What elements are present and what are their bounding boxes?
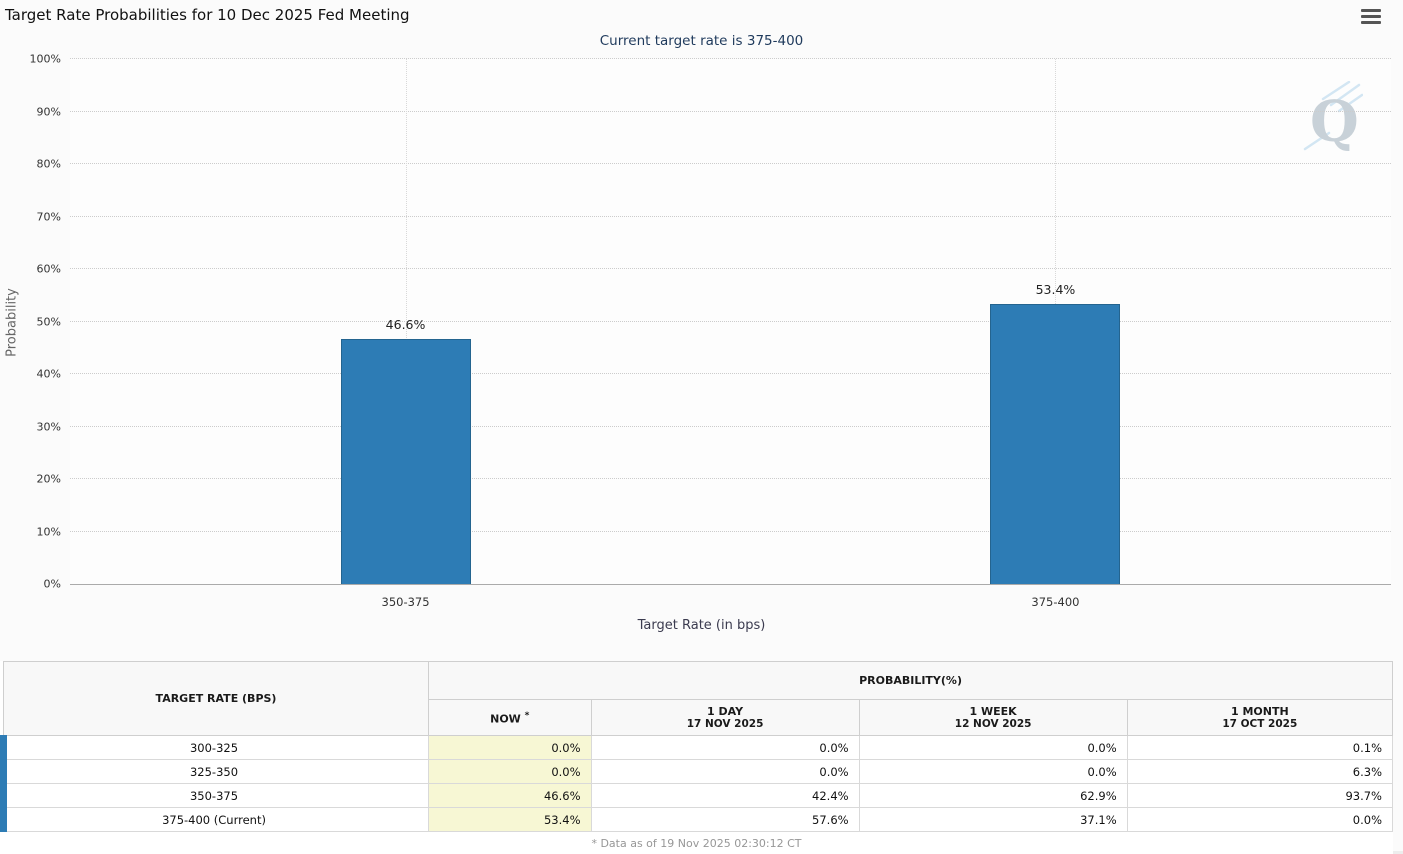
week1-value-cell: 37.1% [858, 807, 1128, 832]
now-value-cell: 0.0% [428, 759, 592, 784]
y-tick-label: 0% [43, 577, 61, 591]
rate-cell: 375-400 (Current) [0, 807, 430, 832]
probability-chart: Current target rate is 375-400 Probabili… [0, 30, 1403, 645]
day1-value-cell: 57.6% [590, 807, 860, 832]
y-tick-label: 100% [29, 52, 61, 66]
x-axis-title: Target Rate (in bps) [637, 618, 766, 633]
x-tick-label: 350-375 [381, 595, 430, 609]
month1-value-cell: 0.0% [1126, 807, 1394, 832]
y-tick-label: 80% [36, 157, 61, 171]
h-gridline [70, 320, 1391, 322]
y-tick-label: 30% [36, 420, 61, 433]
quikstrike-watermark-icon: Q [1301, 80, 1364, 155]
week1-value-cell: 0.0% [858, 735, 1128, 760]
menu-button[interactable] [1361, 9, 1381, 24]
x-tick-label: 375-400 [1031, 595, 1080, 609]
h-gridline [70, 163, 1391, 164]
bar-value-label: 53.4% [1035, 281, 1076, 297]
rate-cell: 300-325 [0, 735, 430, 760]
col-header-now: NOW * [428, 699, 592, 736]
col-header-probability: PROBABILITY(%) [428, 661, 1393, 700]
now-value-cell: 0.0% [428, 735, 592, 760]
page-title: Target Rate Probabilities for 10 Dec 202… [5, 6, 410, 24]
month1-value-cell: 93.7% [1126, 783, 1394, 808]
col-header-1week: 1 WEEK 12 NOV 2025 [858, 699, 1128, 736]
col-date: 17 OCT 2025 [1222, 718, 1298, 730]
day1-value-cell: 0.0% [590, 759, 860, 784]
col-label: 1 MONTH [1230, 705, 1289, 718]
y-tick-label: 10% [36, 525, 61, 538]
table-row: 375-400 (Current) 53.4% 57.6% 37.1% 0.0% [0, 807, 1394, 832]
month1-value-cell: 0.1% [1126, 735, 1394, 760]
v-gridline [405, 59, 407, 584]
col-date: 12 NOV 2025 [954, 718, 1032, 730]
rate-cell: 350-375 [0, 783, 430, 808]
y-tick-label: 60% [36, 262, 61, 276]
h-gridline [70, 58, 1391, 59]
week1-value-cell: 0.0% [858, 759, 1128, 784]
y-tick-label: 40% [36, 367, 61, 381]
week1-value-cell: 62.9% [858, 783, 1128, 808]
y-tick-label: 70% [36, 210, 61, 223]
y-tick-label: 50% [36, 315, 61, 328]
h-gridline [70, 268, 1391, 269]
table-subheader-row: NOW * 1 DAY 17 NOV 2025 1 WEEK 12 NOV 2025… [4, 699, 1394, 736]
probability-table: TARGET RATE (BPS) PROBABILITY(%) NOW * 1… [0, 661, 1394, 832]
probability-bar-375-400[interactable] [990, 303, 1121, 584]
bar-value-label: 46.6% [385, 317, 426, 333]
h-gridline [70, 215, 1391, 217]
h-gridline [70, 478, 1391, 479]
y-tick-label: 20% [36, 472, 61, 486]
hamburger-icon [1361, 21, 1381, 24]
h-gridline [70, 425, 1391, 427]
col-header-target-rate: TARGET RATE (BPS) [2, 661, 430, 736]
table-row: 325-350 0.0% 0.0% 0.0% 6.3% [0, 759, 1394, 784]
day1-value-cell: 0.0% [590, 735, 860, 760]
col-header-1month: 1 MONTH 17 OCT 2025 [1126, 699, 1394, 736]
table-row: 300-325 0.0% 0.0% 0.0% 0.1% [0, 735, 1394, 760]
data-timestamp: * Data as of 19 Nov 2025 02:30:12 CT [591, 837, 802, 850]
day1-value-cell: 42.4% [590, 783, 860, 808]
y-axis-title: Probability [4, 288, 20, 357]
h-gridline [70, 110, 1391, 112]
now-label: NOW [490, 712, 521, 726]
col-label: 1 DAY [707, 705, 744, 718]
hamburger-icon [1361, 9, 1381, 12]
col-date: 17 NOV 2025 [686, 718, 764, 730]
now-value-cell: 46.6% [428, 783, 592, 808]
chart-subtitle: Current target rate is 375-400 [599, 33, 804, 49]
svg-text:Q: Q [1310, 89, 1359, 153]
hamburger-icon [1361, 15, 1381, 18]
probability-bar-350-375[interactable] [340, 339, 471, 584]
probability-table-section: TARGET RATE (BPS) PROBABILITY(%) NOW * 1… [0, 661, 1394, 854]
top-bar: Target Rate Probabilities for 10 Dec 202… [0, 0, 1403, 30]
month1-value-cell: 6.3% [1126, 759, 1394, 784]
plot-area: Q 0% 10% 20% 30% 40% 50% 60% 70% 80% 90% 100% 46.6%… [30, 53, 1391, 609]
now-asterisk: * [524, 709, 530, 721]
table-group-header-row: TARGET RATE (BPS) PROBABILITY(%) [2, 661, 1393, 736]
table-row: 350-375 46.6% 42.4% 62.9% 93.7% [0, 783, 1394, 808]
y-tick-label: 90% [36, 105, 61, 118]
rate-cell: 325-350 [0, 759, 430, 784]
now-value-cell: 53.4% [428, 807, 592, 832]
h-gridline [70, 530, 1391, 532]
col-header-1day: 1 DAY 17 NOV 2025 [590, 699, 860, 736]
col-label: 1 WEEK [969, 705, 1017, 718]
h-gridline [70, 373, 1391, 374]
